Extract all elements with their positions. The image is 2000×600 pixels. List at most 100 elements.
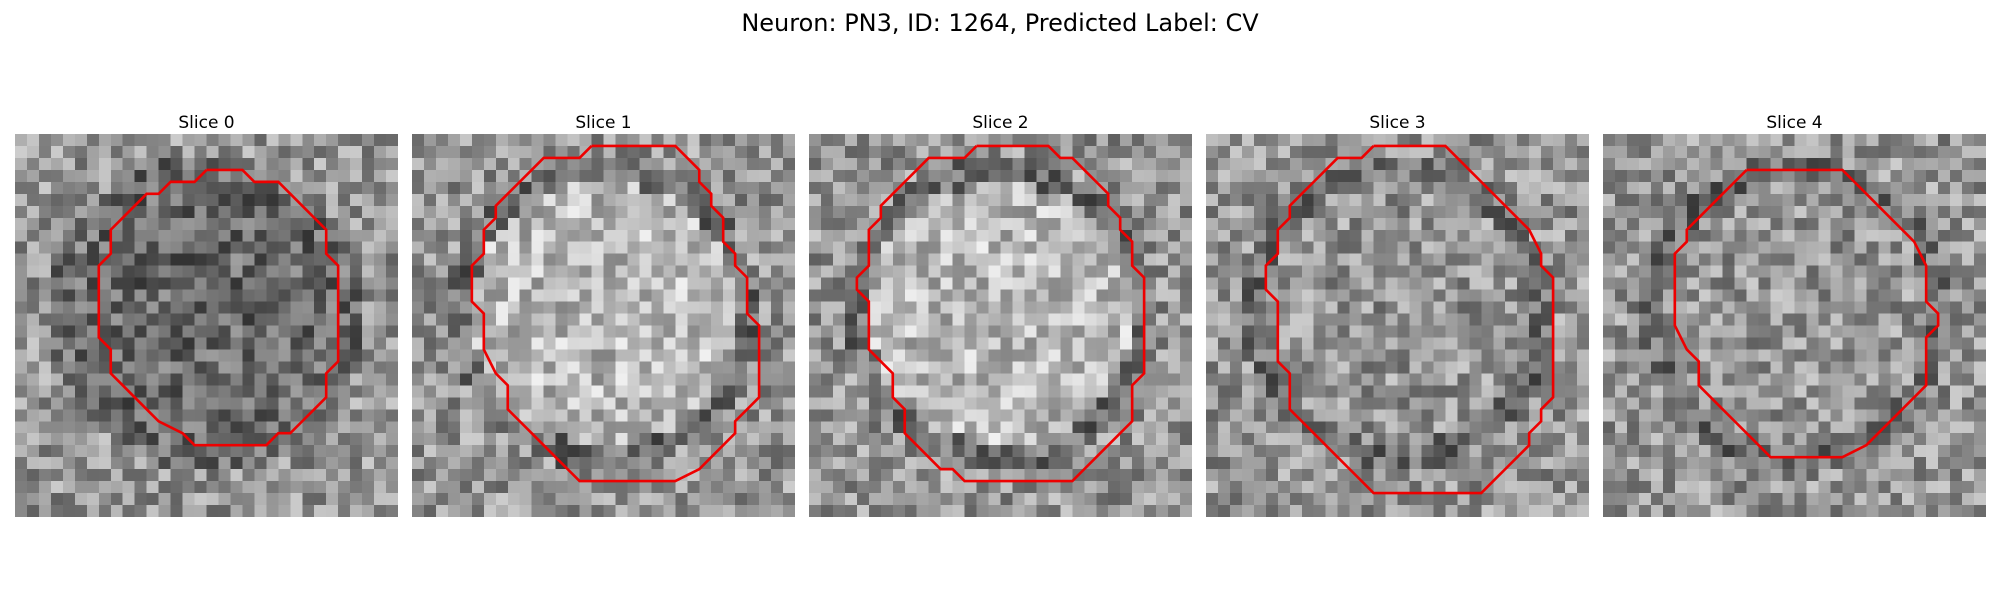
pixel: [1206, 253, 1219, 266]
pixel: [254, 505, 267, 517]
pixel: [1974, 409, 1986, 422]
pixel: [495, 493, 508, 506]
pixel: [651, 193, 664, 207]
pixel: [747, 469, 760, 482]
pixel: [326, 457, 339, 470]
pixel-grid-2: [809, 134, 1192, 517]
pixel: [50, 217, 64, 230]
pixel: [1782, 193, 1795, 207]
pixel: [495, 301, 508, 314]
pixel: [1603, 313, 1616, 326]
pixel: [1241, 134, 1255, 147]
pixel: [1457, 205, 1470, 219]
pixel: [916, 481, 929, 494]
pixel: [663, 409, 676, 422]
pixel: [1758, 385, 1771, 398]
pixel: [1132, 397, 1145, 410]
pixel: [1036, 385, 1049, 398]
pixel: [1108, 134, 1121, 147]
pixel: [1241, 481, 1255, 494]
pixel: [242, 277, 255, 290]
pixel: [314, 481, 327, 494]
pixel: [1253, 373, 1267, 386]
pixel: [1313, 313, 1326, 326]
pixel: [1313, 157, 1326, 171]
pixel: [747, 145, 760, 159]
pixel: [471, 217, 485, 230]
pixel: [1505, 505, 1518, 517]
pixel: [1108, 385, 1121, 398]
pixel: [38, 253, 52, 266]
pixel: [1409, 349, 1422, 362]
pixel: [1229, 493, 1243, 506]
pixel: [832, 217, 846, 230]
pixel: [1517, 361, 1530, 374]
pixel: [1000, 134, 1013, 147]
pixel: [1313, 217, 1326, 230]
pixel: [278, 409, 291, 422]
pixel: [495, 469, 508, 482]
pixel: [627, 301, 640, 314]
pixel: [1698, 457, 1711, 470]
pixel: [880, 241, 894, 254]
pixel: [591, 469, 604, 482]
pixel: [254, 445, 267, 458]
pixel: [62, 313, 76, 326]
pixel: [1638, 265, 1652, 278]
pixel: [1638, 421, 1652, 434]
pixel: [182, 505, 195, 517]
pixel: [483, 421, 497, 434]
pixel: [809, 157, 822, 171]
pixel: [1614, 325, 1628, 338]
pixel: [1505, 253, 1518, 266]
pixel: [230, 157, 243, 171]
pixel: [687, 134, 700, 147]
pixel: [1674, 289, 1688, 302]
pixel: [964, 277, 977, 290]
pixel: [1421, 253, 1434, 266]
pixel: [194, 157, 207, 171]
pixel: [1156, 253, 1169, 266]
pixel: [254, 349, 267, 362]
pixel: [507, 301, 520, 314]
pixel: [146, 277, 159, 290]
pixel: [1842, 289, 1855, 302]
pixel: [1974, 349, 1986, 362]
pixel: [1469, 217, 1482, 230]
pixel: [1373, 193, 1386, 207]
pixel: [350, 469, 363, 482]
pixel: [1301, 493, 1314, 506]
pixel: [483, 253, 497, 266]
pixel: [1421, 493, 1434, 506]
pixel: [1265, 361, 1279, 374]
pixel: [904, 217, 917, 230]
pixel: [1603, 277, 1616, 290]
pixel: [952, 145, 965, 159]
pixel: [146, 205, 159, 219]
pixel: [86, 277, 100, 290]
pixel: [1517, 313, 1530, 326]
pixel: [1397, 349, 1410, 362]
pixel: [1565, 457, 1578, 470]
pixel: [1974, 134, 1986, 147]
pixel: [1012, 493, 1025, 506]
pixel: [50, 241, 64, 254]
pixel: [1000, 205, 1013, 219]
pixel: [1096, 229, 1109, 242]
pixel: [543, 409, 556, 422]
pixel: [1529, 457, 1542, 470]
pixel: [1265, 505, 1279, 517]
pixel: [86, 337, 100, 350]
pixel: [110, 349, 123, 362]
pixel: [1108, 445, 1121, 458]
pixel: [495, 337, 508, 350]
pixel: [471, 205, 485, 219]
pixel: [1758, 145, 1771, 159]
pixel: [1529, 265, 1542, 278]
pixel: [447, 445, 461, 458]
pixel: [1048, 505, 1061, 517]
pixel: [194, 505, 207, 517]
pixel: [1746, 445, 1759, 458]
pixel: [1686, 253, 1699, 266]
pixel: [362, 457, 375, 470]
